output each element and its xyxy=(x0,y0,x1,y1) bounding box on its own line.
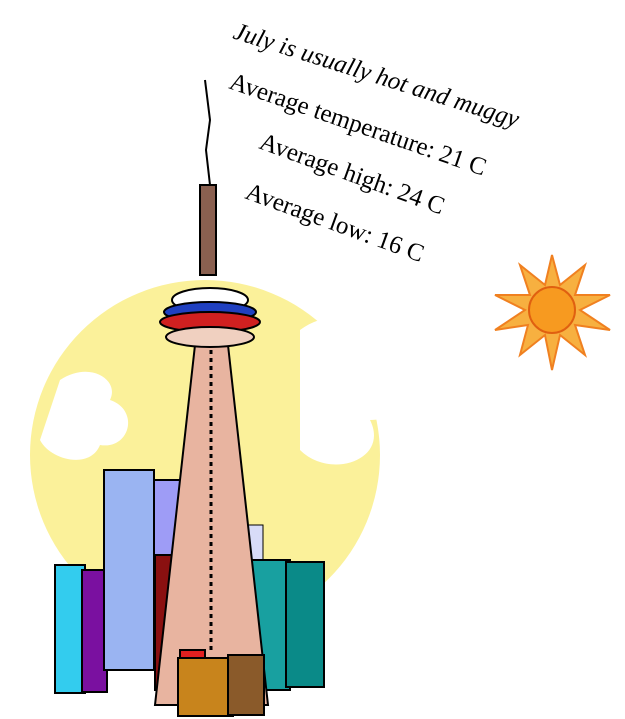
sun xyxy=(528,286,576,334)
building xyxy=(81,569,108,693)
building xyxy=(54,564,86,694)
building xyxy=(285,561,325,688)
cloud xyxy=(40,371,129,460)
building xyxy=(227,654,265,716)
building xyxy=(103,469,155,671)
antenna xyxy=(204,79,212,186)
pod-ring xyxy=(165,326,255,348)
building xyxy=(177,657,234,717)
mast xyxy=(199,184,217,276)
cloud xyxy=(300,317,406,465)
